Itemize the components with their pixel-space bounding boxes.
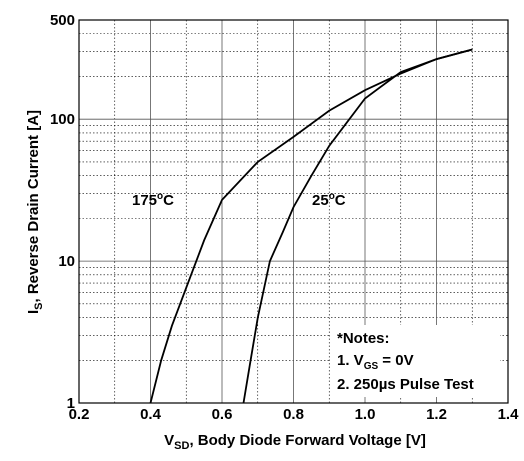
x-tick-label: 1.2: [426, 406, 447, 423]
notes-title: *Notes:: [337, 330, 390, 347]
y-tick-label: 500: [50, 12, 75, 29]
curve-label-number: 175: [132, 192, 157, 209]
notes-line: 2. 250µs Pulse Test: [337, 376, 474, 393]
y-tick-label: 1: [67, 395, 75, 412]
x-tick-label: 0.4: [140, 406, 162, 423]
grid: [78, 19, 509, 404]
x-tick-label: 1.0: [355, 406, 376, 423]
x-tick-label: 0.2: [69, 406, 90, 423]
curves: [149, 48, 473, 404]
curve-label-unit: C: [335, 192, 346, 209]
x-tick-label: 0.6: [212, 406, 233, 423]
curve-label-number: 25: [312, 192, 329, 209]
curve-label: 175oC: [132, 191, 174, 209]
notes-line: 1. VGS = 0V: [337, 352, 414, 372]
x-axis-label: VSD, Body Diode Forward Voltage [V]: [164, 432, 426, 452]
x-tick-label: 1.4: [498, 406, 520, 423]
curve-label: 25oC: [312, 191, 346, 209]
curve-label-unit: C: [163, 192, 174, 209]
y-axis-label: IS, Reverse Drain Current [A]: [25, 110, 45, 314]
curve: [149, 48, 473, 404]
curve-label-degree: o: [157, 191, 163, 202]
y-tick-label: 10: [58, 253, 75, 270]
plot-frame: [78, 19, 509, 404]
curve-label-degree: o: [329, 191, 335, 202]
y-tick-label: 100: [50, 111, 75, 128]
curve: [242, 48, 473, 404]
notes-box: [330, 325, 500, 397]
x-tick-label: 0.8: [283, 406, 304, 423]
